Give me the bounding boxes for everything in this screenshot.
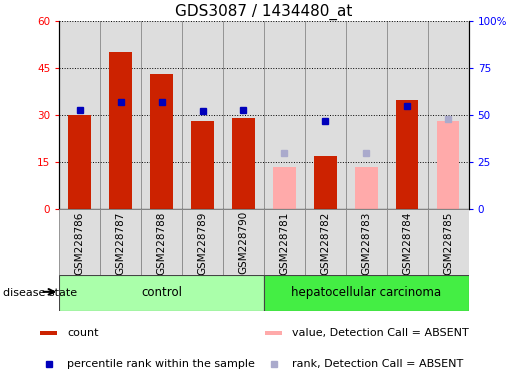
Bar: [182, 21, 223, 209]
Text: disease state: disease state: [3, 288, 77, 298]
Bar: [191, 121, 214, 209]
Bar: [428, 21, 469, 209]
Text: GSM228787: GSM228787: [116, 211, 126, 275]
Bar: [264, 275, 469, 311]
Bar: [396, 99, 419, 209]
Bar: [141, 209, 182, 275]
Bar: [141, 21, 182, 209]
Text: count: count: [67, 328, 98, 338]
Bar: [427, 209, 469, 275]
Text: GSM228784: GSM228784: [402, 211, 412, 275]
Bar: [264, 209, 305, 275]
Bar: [232, 118, 255, 209]
Bar: [264, 21, 305, 209]
Bar: [314, 156, 337, 209]
Bar: [355, 167, 377, 209]
Bar: [100, 209, 141, 275]
Bar: [305, 21, 346, 209]
Bar: [273, 167, 296, 209]
Title: GDS3087 / 1434480_at: GDS3087 / 1434480_at: [175, 3, 353, 20]
Text: GSM228789: GSM228789: [198, 211, 208, 275]
Text: GSM228785: GSM228785: [443, 211, 453, 275]
Bar: [387, 21, 428, 209]
Bar: [59, 21, 100, 209]
Bar: [40, 331, 57, 335]
Bar: [59, 209, 100, 275]
Text: value, Detection Call = ABSENT: value, Detection Call = ABSENT: [292, 328, 469, 338]
Bar: [100, 21, 141, 209]
Text: GSM228782: GSM228782: [320, 211, 330, 275]
Bar: [387, 209, 427, 275]
Bar: [346, 209, 387, 275]
Bar: [265, 331, 282, 335]
Bar: [150, 74, 173, 209]
Text: control: control: [141, 286, 182, 299]
Text: GSM228786: GSM228786: [75, 211, 84, 275]
Bar: [223, 209, 264, 275]
Bar: [223, 21, 264, 209]
Bar: [182, 209, 223, 275]
Text: rank, Detection Call = ABSENT: rank, Detection Call = ABSENT: [292, 359, 464, 369]
Text: percentile rank within the sample: percentile rank within the sample: [67, 359, 255, 369]
Text: GSM228790: GSM228790: [238, 211, 248, 275]
Bar: [68, 115, 91, 209]
Bar: [437, 121, 459, 209]
Bar: [346, 21, 387, 209]
Bar: [109, 53, 132, 209]
Text: hepatocellular carcinoma: hepatocellular carcinoma: [291, 286, 441, 299]
Text: GSM228783: GSM228783: [362, 211, 371, 275]
Bar: [305, 209, 346, 275]
Bar: [59, 275, 264, 311]
Text: GSM228781: GSM228781: [280, 211, 289, 275]
Text: GSM228788: GSM228788: [157, 211, 166, 275]
